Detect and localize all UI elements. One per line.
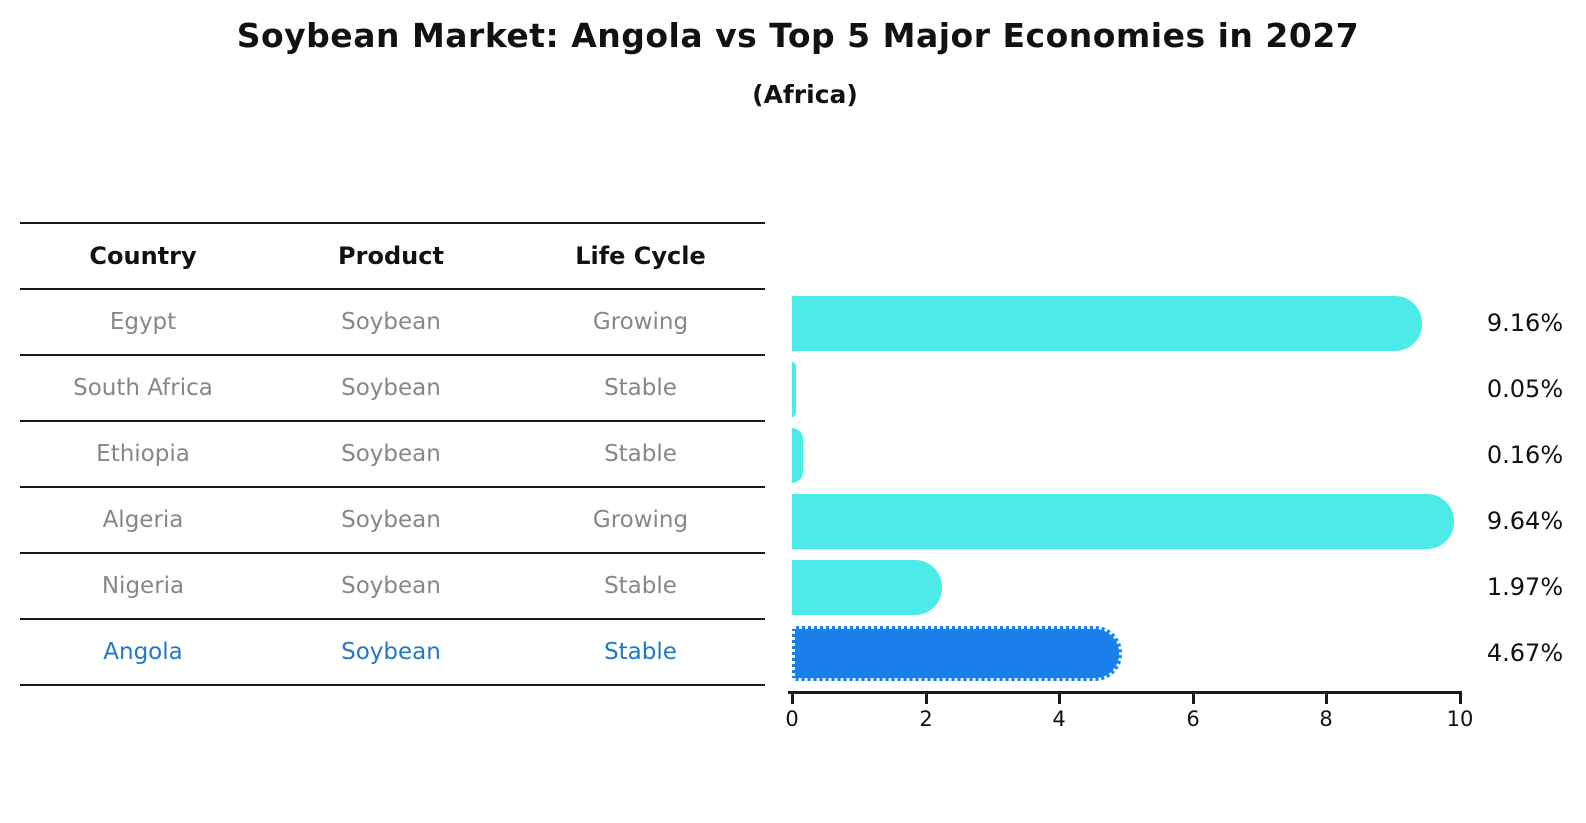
bar-south-africa	[792, 362, 796, 417]
x-axis-spine	[788, 691, 1462, 694]
cell-product: Soybean	[341, 639, 441, 665]
cell-product: Soybean	[341, 375, 441, 401]
cell-product: Soybean	[341, 441, 441, 467]
cell-life-cycle: Stable	[604, 375, 677, 401]
chart-title: Soybean Market: Angola vs Top 5 Major Ec…	[236, 16, 1360, 55]
value-label: 0.16%	[1486, 441, 1564, 469]
column-header-life-cycle: Life Cycle	[575, 242, 706, 270]
table-row: Algeria Soybean Growing	[20, 486, 765, 552]
cell-product: Soybean	[341, 507, 441, 533]
x-tick-label: 8	[1319, 707, 1333, 731]
value-label: 4.67%	[1486, 639, 1564, 667]
cell-country: Egypt	[109, 309, 177, 335]
x-axis-tick	[925, 694, 928, 704]
cell-country: Algeria	[102, 507, 184, 533]
value-label: 9.64%	[1486, 507, 1564, 535]
x-tick-label: 0	[785, 707, 799, 731]
table-row: South Africa Soybean Stable	[20, 354, 765, 420]
bar-angola	[792, 626, 1122, 681]
x-axis-tick	[1058, 694, 1061, 704]
x-tick-label: 4	[1052, 707, 1066, 731]
cell-country: South Africa	[73, 375, 213, 401]
cell-country: Angola	[103, 639, 183, 665]
cell-product: Soybean	[341, 309, 441, 335]
x-tick-label: 10	[1446, 707, 1474, 731]
table-row: Angola Soybean Stable	[20, 618, 765, 684]
bar-algeria	[792, 494, 1454, 549]
table-header-row: Country Product Life Cycle	[20, 222, 765, 288]
value-label: 1.97%	[1486, 573, 1564, 601]
country-table: Country Product Life Cycle Egypt Soybean…	[20, 222, 765, 686]
x-tick-label: 2	[919, 707, 933, 731]
x-axis-tick	[791, 694, 794, 704]
table-row: Nigeria Soybean Stable	[20, 552, 765, 618]
cell-country: Ethiopia	[96, 441, 190, 467]
x-axis: 0 2 4 6 8 10	[785, 691, 1473, 751]
column-header-country: Country	[89, 242, 197, 270]
x-axis-tick	[1459, 694, 1462, 704]
value-label: 9.16%	[1486, 309, 1564, 337]
bar-nigeria	[792, 560, 942, 615]
column-header-product: Product	[338, 242, 444, 270]
value-label: 0.05%	[1486, 375, 1564, 403]
table-row: Egypt Soybean Growing	[20, 288, 765, 354]
cell-country: Nigeria	[101, 573, 185, 599]
x-tick-label: 6	[1186, 707, 1200, 731]
bar-egypt	[792, 296, 1422, 351]
cell-life-cycle: Stable	[604, 441, 677, 467]
cell-life-cycle: Growing	[592, 507, 689, 533]
bar-ethiopia	[792, 428, 803, 483]
cell-product: Soybean	[341, 573, 441, 599]
cell-life-cycle: Stable	[604, 639, 677, 665]
x-axis-tick	[1325, 694, 1328, 704]
cell-life-cycle: Growing	[592, 309, 689, 335]
cell-life-cycle: Stable	[604, 573, 677, 599]
x-axis-tick	[1192, 694, 1195, 704]
chart-subtitle: (Africa)	[752, 80, 858, 109]
table-row: Ethiopia Soybean Stable	[20, 420, 765, 486]
